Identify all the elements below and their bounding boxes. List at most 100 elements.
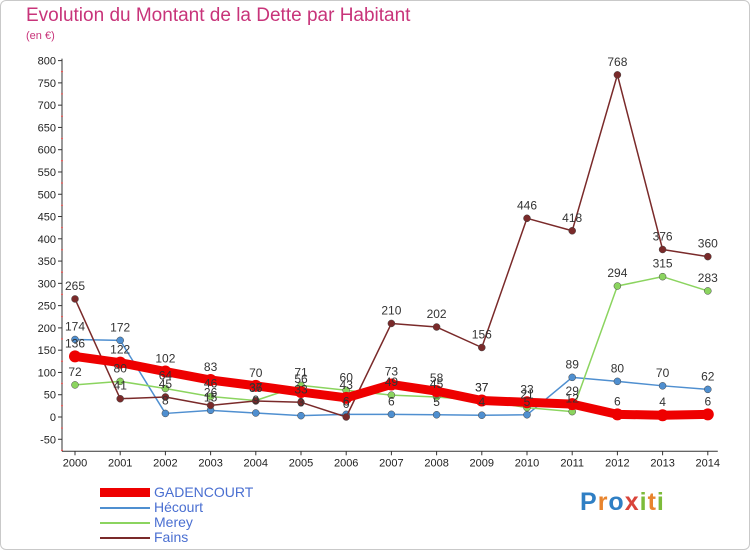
y-minor-tick xyxy=(61,137,63,140)
data-point xyxy=(295,386,307,399)
x-tick-label: 2014 xyxy=(696,457,720,469)
data-label: 89 xyxy=(566,357,580,371)
proxiti-logo: Proxiti xyxy=(580,488,665,516)
data-point xyxy=(475,394,488,407)
data-point xyxy=(704,287,712,295)
data-label: 418 xyxy=(562,211,582,225)
y-tick-label: 200 xyxy=(38,323,56,335)
legend-label: Hécourt xyxy=(154,499,204,515)
data-point xyxy=(116,377,124,386)
data-point xyxy=(566,398,579,411)
legend-label: Merey xyxy=(154,514,193,530)
data-point xyxy=(432,411,441,419)
data-point xyxy=(161,384,170,393)
x-tick-label: 2002 xyxy=(153,457,177,469)
data-label: 9 xyxy=(252,393,259,407)
data-label: 172 xyxy=(110,320,130,334)
y-minor-tick xyxy=(61,182,63,184)
data-label: 46 xyxy=(204,377,218,391)
x-tick-label: 2009 xyxy=(470,457,494,469)
data-point xyxy=(613,71,622,79)
data-point xyxy=(385,378,398,391)
y-minor-tick xyxy=(61,427,63,429)
data-label: 37 xyxy=(249,381,263,395)
y-tick-label: 700 xyxy=(38,100,56,112)
data-label: 12 xyxy=(566,392,580,406)
legend-item: Merey xyxy=(100,515,253,530)
x-tick-label: 2000 xyxy=(63,457,87,469)
y-tick-label: 250 xyxy=(38,301,56,313)
data-point xyxy=(297,398,305,407)
data-point xyxy=(432,323,441,331)
data-label: 45 xyxy=(159,377,173,391)
y-tick-label: 650 xyxy=(38,122,56,134)
data-label: 33 xyxy=(520,382,534,396)
data-point xyxy=(161,409,170,418)
data-label: 83 xyxy=(204,360,218,374)
x-tick-label: 2010 xyxy=(515,457,539,469)
y-minor-tick xyxy=(61,226,63,229)
data-label: 5 xyxy=(524,395,531,409)
y-tick-label: 550 xyxy=(38,167,56,179)
data-point xyxy=(206,392,215,401)
data-label: 70 xyxy=(249,366,263,380)
y-tick-label: 600 xyxy=(38,145,56,157)
x-tick-label: 2003 xyxy=(198,457,222,469)
data-point xyxy=(204,374,217,387)
x-tick-label: 2012 xyxy=(605,457,629,469)
data-point xyxy=(478,343,486,352)
data-point xyxy=(613,282,622,290)
y-minor-tick xyxy=(61,271,63,273)
data-point xyxy=(523,214,531,223)
legend-swatch xyxy=(100,488,150,497)
x-tick-label: 2008 xyxy=(424,457,448,469)
x-tick-label: 2013 xyxy=(650,457,674,469)
data-label: 37 xyxy=(475,381,489,395)
data-point xyxy=(71,335,79,344)
data-label: 64 xyxy=(159,368,173,382)
data-label: 210 xyxy=(381,303,401,317)
data-point xyxy=(568,373,576,382)
data-label: 60 xyxy=(340,370,354,384)
data-point xyxy=(704,252,712,261)
data-point xyxy=(658,382,667,390)
data-label: 3 xyxy=(298,396,305,410)
y-tick-label: 350 xyxy=(38,256,56,268)
y-tick-label: -50 xyxy=(40,434,56,446)
y-tick-label: 500 xyxy=(38,189,56,201)
data-point xyxy=(342,413,350,421)
y-tick-label: 750 xyxy=(38,78,56,90)
data-point xyxy=(297,411,305,420)
data-point xyxy=(701,408,714,421)
data-point xyxy=(340,391,353,404)
data-point xyxy=(568,227,576,235)
data-label: 6 xyxy=(388,394,395,408)
data-label: 29 xyxy=(566,384,580,398)
series-line-merey xyxy=(74,275,709,413)
data-label: 102 xyxy=(155,352,175,366)
data-point xyxy=(658,272,667,281)
data-label: 4 xyxy=(478,395,485,409)
x-tick-label: 2004 xyxy=(244,457,268,469)
data-point xyxy=(116,336,124,345)
data-label: 45 xyxy=(430,377,444,391)
y-minor-tick xyxy=(61,315,63,318)
legend-item: GADENCOURT xyxy=(100,485,253,500)
data-label: 80 xyxy=(114,361,128,375)
data-label: 37 xyxy=(475,381,489,395)
y-tick-label: 50 xyxy=(44,390,56,402)
y-minor-tick xyxy=(61,159,63,162)
data-point xyxy=(252,397,260,405)
data-label: 174 xyxy=(65,319,85,333)
data-label: 43 xyxy=(340,378,354,392)
data-point xyxy=(206,401,215,410)
data-point xyxy=(116,394,124,403)
data-label: 768 xyxy=(607,55,627,69)
data-label: 156 xyxy=(472,328,492,342)
y-minor-tick xyxy=(61,115,63,117)
y-tick-label: 800 xyxy=(38,56,56,68)
data-label: 6 xyxy=(614,394,621,408)
y-minor-tick xyxy=(61,293,63,296)
y-minor-tick xyxy=(61,70,63,73)
